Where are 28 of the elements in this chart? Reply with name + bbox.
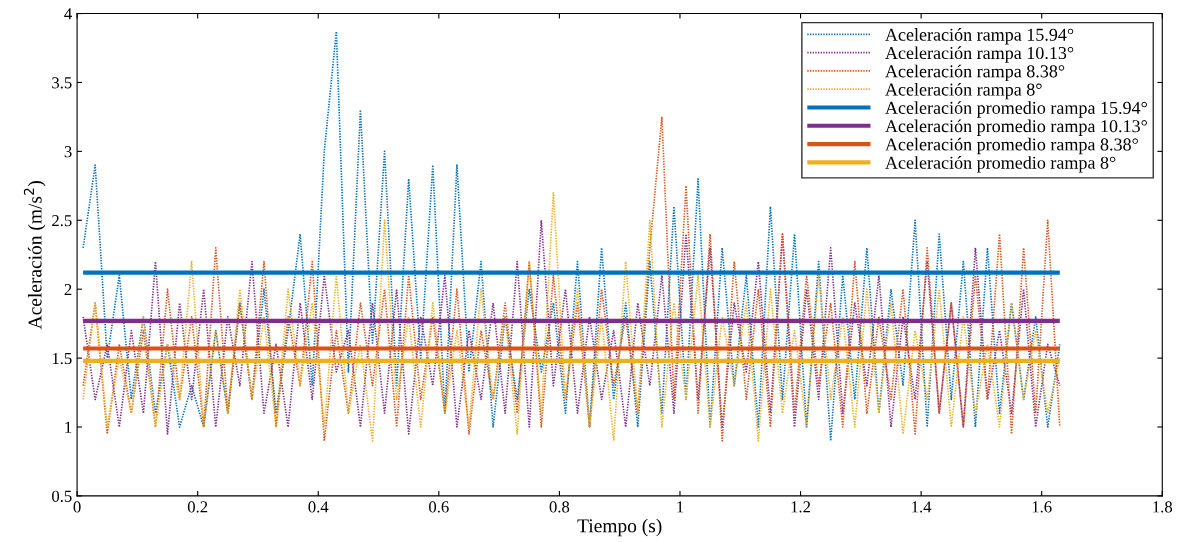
legend-label: Aceleración promedio rampa 10.13° <box>885 119 1147 136</box>
y-tick-label: 3.5 <box>52 77 72 89</box>
x-tick-label: 0.4 <box>308 501 329 513</box>
y-tick-label: 3 <box>64 146 72 158</box>
y-tick-label: 1.5 <box>52 352 72 365</box>
x-tick-label: 1 <box>677 501 684 513</box>
legend-label: Aceleración rampa 10.13° <box>885 46 1074 63</box>
legend-label: Aceleración promedio rampa 15.94° <box>885 101 1147 118</box>
legend-label: Aceleración rampa 8.38° <box>885 64 1065 82</box>
y-tick-label: 1 <box>65 421 72 433</box>
y-tick-label: 0.5 <box>52 490 72 502</box>
y-tick-label: 4 <box>64 8 72 20</box>
x-tick-label: 0.2 <box>187 501 208 513</box>
x-tick-label: 1.6 <box>1032 501 1052 513</box>
x-tick-label: 0.6 <box>429 501 449 513</box>
y-axis-title: Aceleración (m/s$^{2}$) <box>23 181 46 330</box>
x-tick-label: 0 <box>73 501 81 513</box>
y-tick-label: 2.5 <box>52 215 72 227</box>
legend-label: Aceleración rampa 8° <box>885 82 1042 100</box>
x-tick-label: 1.2 <box>791 501 811 513</box>
x-tick-label: 0.8 <box>549 501 570 513</box>
legend-label: Aceleración rampa 15.94° <box>885 28 1074 45</box>
legend-label: Aceleración promedio rampa 8° <box>885 156 1116 173</box>
y-tick-label: 2 <box>64 283 72 295</box>
x-tick-label: 1.8 <box>1153 501 1173 513</box>
legend-label: Aceleración promedio rampa 8.38° <box>885 137 1138 155</box>
x-axis-title: Tiempo (s) <box>577 518 662 537</box>
x-tick-label: 1.4 <box>912 501 932 513</box>
